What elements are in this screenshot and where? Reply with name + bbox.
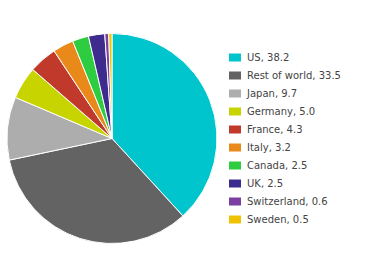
svg-text:France, 4.3: France, 4.3 — [247, 124, 303, 135]
svg-text:Canada, 2.5: Canada, 2.5 — [247, 160, 307, 171]
svg-text:US, 38.2: US, 38.2 — [247, 52, 289, 63]
svg-text:Japan, 9.7: Japan, 9.7 — [246, 88, 297, 99]
svg-text:Germany, 5.0: Germany, 5.0 — [247, 106, 315, 117]
svg-text:Sweden, 0.5: Sweden, 0.5 — [247, 214, 309, 225]
svg-text:UK, 2.5: UK, 2.5 — [247, 178, 283, 189]
svg-text:Switzerland, 0.6: Switzerland, 0.6 — [247, 196, 328, 207]
svg-text:Rest of world, 33.5: Rest of world, 33.5 — [247, 70, 341, 81]
svg-text:Italy, 3.2: Italy, 3.2 — [247, 142, 291, 153]
